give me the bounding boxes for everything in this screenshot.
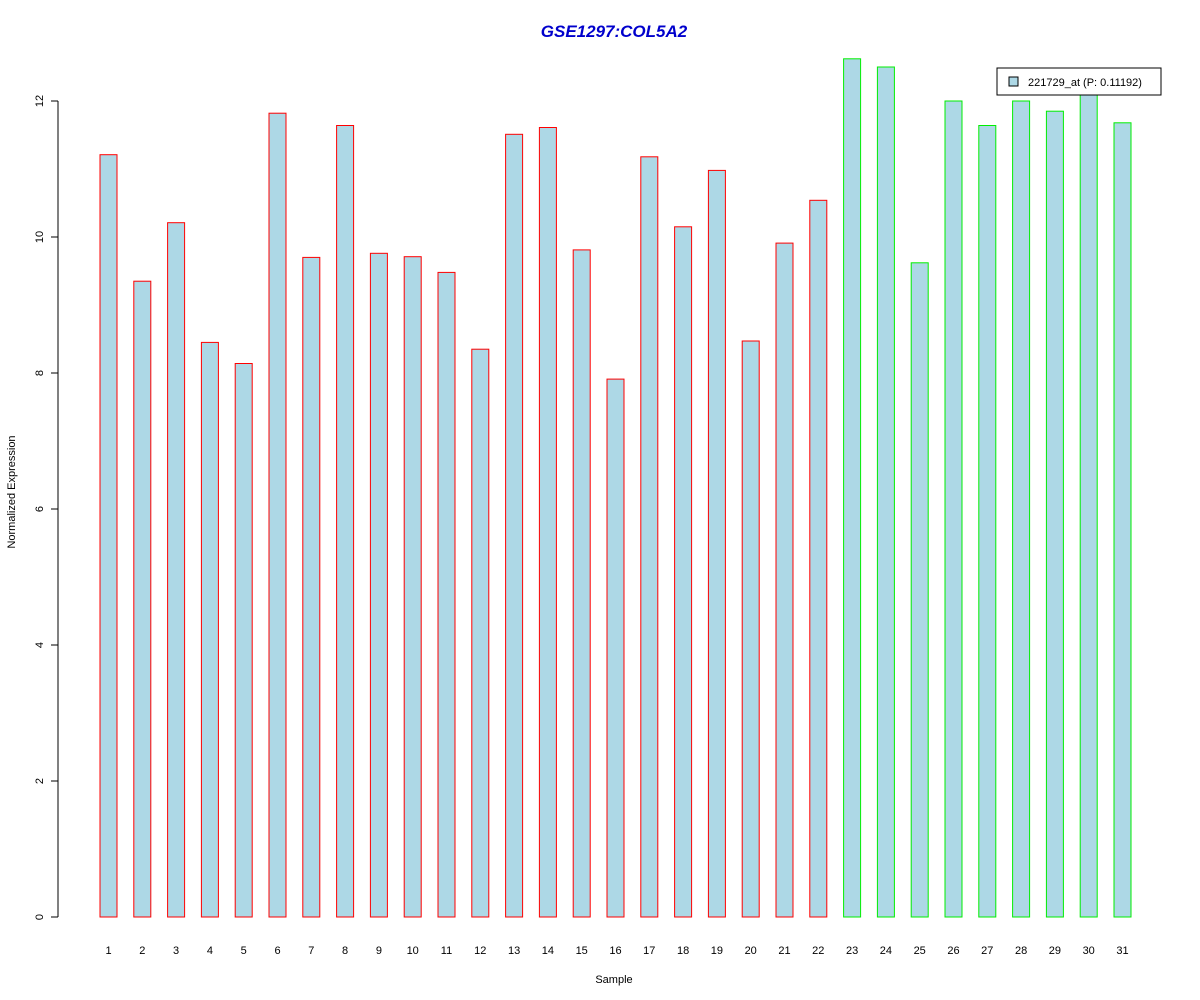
bar-sample-7 bbox=[302, 256, 321, 918]
bar-sample-16 bbox=[606, 378, 625, 918]
legend: 221729_at (P: 0.11192) bbox=[996, 67, 1162, 96]
x-tick-label: 19 bbox=[711, 945, 723, 957]
bar-sample-2 bbox=[133, 280, 152, 918]
x-tick-label: 28 bbox=[1015, 945, 1027, 957]
bar-sample-13 bbox=[505, 133, 524, 918]
bar-sample-26 bbox=[944, 100, 963, 918]
bar-sample-5 bbox=[234, 363, 253, 918]
x-tick-label: 16 bbox=[609, 945, 621, 957]
x-tick-label: 25 bbox=[914, 945, 926, 957]
y-tick-label: 10 bbox=[34, 231, 46, 243]
x-tick-label: 12 bbox=[474, 945, 486, 957]
bars-group bbox=[99, 58, 1132, 918]
bar-sample-25 bbox=[910, 262, 929, 918]
x-tick-label: 27 bbox=[981, 945, 993, 957]
x-tick-label: 31 bbox=[1116, 945, 1128, 957]
bar-sample-8 bbox=[336, 125, 355, 918]
bar-sample-20 bbox=[741, 340, 760, 918]
chart-title: GSE1297:COL5A2 bbox=[541, 22, 688, 41]
bar-sample-15 bbox=[572, 249, 591, 918]
x-tick-label: 6 bbox=[274, 945, 280, 957]
legend-box bbox=[996, 67, 1162, 96]
x-tick-label: 15 bbox=[576, 945, 588, 957]
bar-sample-18 bbox=[674, 226, 693, 918]
x-tick-label: 29 bbox=[1049, 945, 1061, 957]
legend-label: 221729_at (P: 0.11192) bbox=[1028, 77, 1142, 89]
x-tick-label: 26 bbox=[947, 945, 959, 957]
bar-sample-29 bbox=[1045, 110, 1064, 918]
bar-sample-24 bbox=[876, 66, 895, 918]
x-axis-title: Sample bbox=[595, 974, 632, 986]
x-tick-label: 23 bbox=[846, 945, 858, 957]
bar-sample-12 bbox=[471, 348, 490, 918]
x-tick-label: 14 bbox=[542, 945, 554, 957]
bar-sample-19 bbox=[707, 169, 726, 918]
bar-sample-4 bbox=[200, 341, 219, 918]
x-tick-label: 3 bbox=[173, 945, 179, 957]
x-tick-label: 4 bbox=[207, 945, 213, 957]
bar-sample-3 bbox=[167, 222, 186, 918]
x-tick-label: 1 bbox=[105, 945, 111, 957]
bar-sample-9 bbox=[369, 252, 388, 918]
bar-sample-22 bbox=[809, 199, 828, 918]
x-tick-label: 21 bbox=[778, 945, 790, 957]
y-tick-label: 2 bbox=[34, 778, 46, 784]
x-tick-labels: 1 2 3 4 5 6 7 8 9 10 11 12 13 14 15 16 17 18 19 20 21 22 23 24 2… bbox=[105, 945, 1128, 957]
bar-sample-30 bbox=[1079, 93, 1098, 918]
bar-sample-27 bbox=[978, 125, 997, 918]
x-tick-label: 9 bbox=[376, 945, 382, 957]
bar-sample-14 bbox=[538, 127, 557, 918]
x-tick-label: 10 bbox=[407, 945, 419, 957]
y-tick-label: 4 bbox=[34, 642, 46, 648]
legend-swatch bbox=[1008, 76, 1019, 87]
x-tick-label: 17 bbox=[643, 945, 655, 957]
bar-sample-17 bbox=[640, 156, 659, 918]
bar-sample-10 bbox=[403, 256, 422, 918]
x-tick-label: 5 bbox=[241, 945, 247, 957]
bar-sample-21 bbox=[775, 242, 794, 918]
bar-sample-6 bbox=[268, 112, 287, 918]
x-tick-label: 2 bbox=[139, 945, 145, 957]
x-tick-label: 18 bbox=[677, 945, 689, 957]
y-axis-title: Normalized Expression bbox=[6, 435, 18, 548]
x-tick-label: 22 bbox=[812, 945, 824, 957]
x-tick-label: 30 bbox=[1083, 945, 1095, 957]
bar-sample-28 bbox=[1012, 100, 1031, 918]
x-tick-label: 13 bbox=[508, 945, 520, 957]
bar-sample-1 bbox=[99, 154, 118, 918]
bar-sample-31 bbox=[1113, 122, 1132, 918]
y-tick-label: 12 bbox=[34, 95, 46, 107]
x-tick-label: 7 bbox=[308, 945, 314, 957]
y-tick-label: 8 bbox=[34, 370, 46, 376]
y-tick-label: 0 bbox=[34, 914, 46, 920]
x-tick-label: 20 bbox=[745, 945, 757, 957]
y-tick-label: 6 bbox=[34, 506, 46, 512]
x-tick-label: 8 bbox=[342, 945, 348, 957]
x-tick-label: 11 bbox=[441, 945, 452, 957]
x-tick-label: 24 bbox=[880, 945, 892, 957]
bar-sample-11 bbox=[437, 271, 456, 918]
bar-sample-23 bbox=[843, 58, 862, 918]
y-axis: 0 2 4 6 8 10 12 bbox=[34, 95, 59, 920]
